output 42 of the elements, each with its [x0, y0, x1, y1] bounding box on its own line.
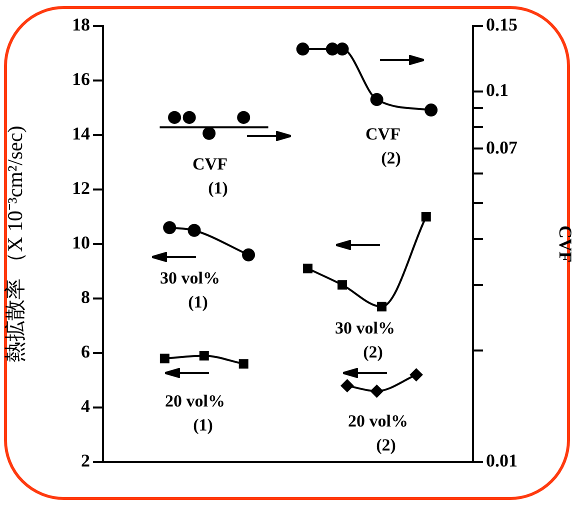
point [421, 212, 431, 222]
y-tick-label: 8 [81, 287, 90, 308]
annotation: CVF (2) [366, 124, 401, 168]
point [336, 42, 349, 56]
annotation: CVF (1) [192, 154, 228, 198]
y-tick-label: 6 [81, 342, 90, 362]
point [199, 350, 209, 360]
point [160, 354, 170, 364]
point [340, 379, 354, 392]
point [410, 368, 423, 382]
y2-tick-label: 0.15 [486, 14, 518, 35]
y-axis-title: 熱拡散率 （X 10⁻³cm²/sec) [3, 126, 28, 362]
point [202, 126, 216, 140]
point [302, 264, 312, 274]
point [376, 302, 386, 312]
point [338, 280, 348, 290]
point [238, 359, 248, 369]
point [168, 110, 182, 124]
y2-tick-label: 0.01 [486, 450, 518, 471]
point [163, 221, 176, 234]
annotation: 30 vol% (1) [160, 268, 220, 312]
y-tick-label: 16 [72, 69, 90, 90]
point [182, 110, 196, 124]
y-tick-label: 2 [81, 450, 90, 471]
y-tick-label: 4 [81, 396, 90, 416]
point [370, 93, 384, 106]
y2-axis-title: CVF [556, 226, 576, 262]
point [370, 384, 384, 398]
y2-tick-label: 0.1 [486, 80, 508, 100]
point [188, 224, 201, 237]
annotation: 20 vol% (1) [165, 391, 225, 434]
annotation: 20 vol% (2) [348, 411, 408, 454]
point [242, 248, 256, 262]
annotation: 30 vol% (2) [335, 318, 395, 362]
y-tick-label: 18 [72, 14, 90, 35]
y2-tick-label: 0.07 [486, 137, 518, 158]
point [237, 110, 250, 124]
point [296, 42, 310, 56]
y-tick-label: 14 [72, 124, 90, 144]
point [424, 104, 438, 117]
y-tick-label: 12 [72, 178, 90, 198]
y-tick-label: 10 [72, 232, 90, 253]
